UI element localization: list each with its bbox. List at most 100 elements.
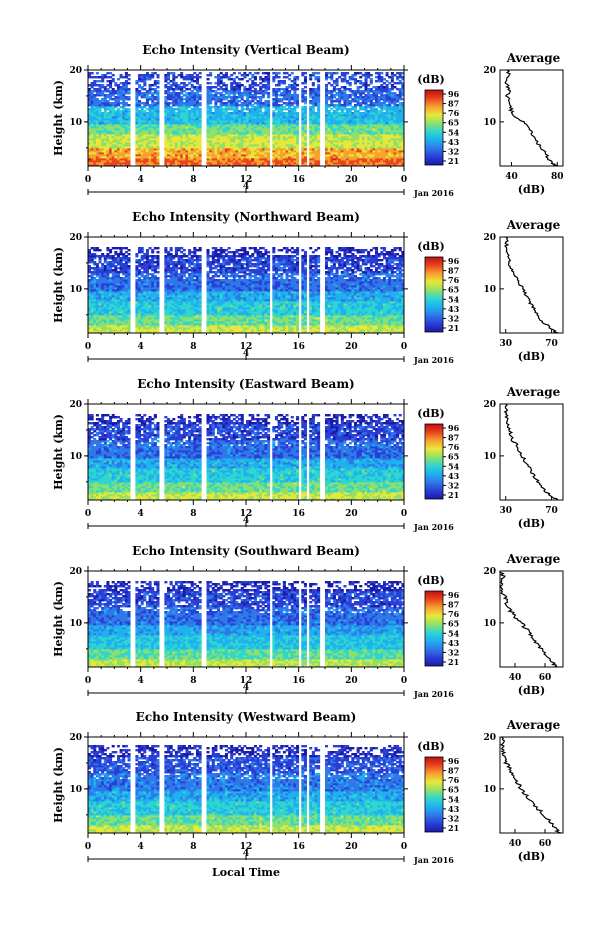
- heatmap-cell: [112, 98, 115, 100]
- heatmap-cell: [146, 112, 149, 114]
- heatmap-cell: [225, 102, 228, 104]
- heatmap-cell: [209, 86, 212, 88]
- heatmap-cell: [209, 106, 212, 108]
- heatmap-cell: [188, 82, 191, 84]
- heatmap-cell: [257, 90, 260, 92]
- heatmap-cell: [117, 78, 120, 80]
- heatmap-cell: [351, 90, 354, 92]
- heatmap-cell: [343, 72, 346, 74]
- heatmap-cell: [106, 72, 109, 74]
- heatmap-cell: [343, 86, 346, 88]
- heatmap-cell: [328, 110, 331, 112]
- heatmap-cell: [378, 110, 381, 112]
- heatmap-cell: [386, 72, 389, 74]
- heatmap-cell: [304, 86, 307, 88]
- heatmap-cell: [241, 74, 244, 76]
- heatmap-cell: [354, 72, 357, 74]
- heatmap-cell: [104, 265, 107, 267]
- heatmap-cell: [120, 74, 123, 76]
- heatmap-cell: [251, 74, 254, 76]
- heatmap-cell: [291, 108, 294, 110]
- heatmap-cell: [138, 74, 141, 76]
- heatmap-cell: [120, 82, 123, 84]
- heatmap-cell: [106, 94, 109, 96]
- heatmap-cell: [333, 86, 336, 88]
- heatmap-cell: [183, 76, 186, 78]
- heatmap-cell: [275, 88, 278, 90]
- heatmap-cell: [225, 84, 228, 86]
- heatmap-cell: [333, 80, 336, 82]
- heatmap-cell: [114, 82, 117, 84]
- heatmap-cell: [185, 92, 188, 94]
- heatmap-cell: [383, 82, 386, 84]
- heatmap-cell: [191, 74, 194, 76]
- heatmap-cell: [246, 74, 249, 76]
- date-label: Jan 2016: [413, 188, 454, 198]
- heatmap-cell: [278, 80, 281, 82]
- heatmap-cell: [375, 86, 378, 88]
- heatmap-cell: [104, 255, 107, 257]
- heatmap-cell: [349, 108, 352, 110]
- heatmap-cell: [259, 96, 262, 98]
- heatmap-cell: [359, 80, 362, 82]
- heatmap-cell: [328, 72, 331, 74]
- heatmap-cell: [380, 84, 383, 86]
- heatmap-cell: [304, 76, 307, 78]
- heatmap-cell: [138, 90, 141, 92]
- heatmap-cell: [99, 249, 102, 251]
- heatmap-cell: [349, 76, 352, 78]
- heatmap-cell: [254, 88, 257, 90]
- colorbar-tick-label: 65: [448, 118, 459, 128]
- x-tick-label: 20: [345, 175, 358, 185]
- heatmap-cell: [264, 76, 267, 78]
- heatmap-cell: [164, 90, 167, 92]
- profile-x-tick-label: 40: [505, 172, 518, 182]
- heatmap-cell: [388, 88, 391, 90]
- heatmap-cell: [357, 96, 360, 98]
- colorbar-tick-label: 32: [448, 146, 459, 156]
- heatmap-cell: [249, 100, 252, 102]
- heatmap-cell: [312, 88, 315, 90]
- heatmap-cell: [333, 104, 336, 106]
- heatmap-cell: [278, 98, 281, 100]
- heatmap-cell: [241, 78, 244, 80]
- heatmap-cell: [156, 90, 159, 92]
- heatmap-cell: [233, 78, 236, 80]
- heatmap-cell: [112, 102, 115, 104]
- heatmap-cell: [383, 112, 386, 114]
- heatmap-cell: [262, 112, 265, 114]
- heatmap-cell: [191, 84, 194, 86]
- heatmap-cell: [178, 92, 181, 94]
- profile-frame: [500, 70, 563, 166]
- heatmap-cell: [386, 80, 389, 82]
- heatmap-cell: [341, 78, 344, 80]
- heatmap-cell: [257, 96, 260, 98]
- heatmap-cell: [188, 110, 191, 112]
- heatmap-cell: [96, 255, 99, 257]
- heatmap-cell: [112, 247, 115, 249]
- heatmap-cell: [222, 74, 225, 76]
- heatmap-cell: [296, 94, 299, 96]
- heatmap-cell: [120, 102, 123, 104]
- heatmap-cell: [288, 84, 291, 86]
- heatmap-cell: [399, 72, 402, 74]
- heatmap-cell: [267, 72, 270, 74]
- heatmap-cell: [101, 112, 104, 114]
- heatmap-cell: [135, 88, 138, 90]
- heatmap-cell: [93, 88, 96, 90]
- heatmap-cell: [346, 80, 349, 82]
- heatmap-cell: [264, 72, 267, 74]
- heatmap-cell: [283, 102, 286, 104]
- colorbar-tick-label: 96: [448, 89, 460, 99]
- panel-2: Echo Intensity (Northward Beam)1020Heigh…: [52, 210, 563, 365]
- heatmap-cell: [375, 108, 378, 110]
- heatmap-cell: [154, 80, 157, 82]
- heatmap-cell: [149, 84, 152, 86]
- x-tick-label: 0: [401, 175, 407, 185]
- heatmap-cell: [106, 80, 109, 82]
- date-tick-label: 4: [243, 182, 249, 192]
- heatmap-cell: [228, 112, 231, 114]
- heatmap-cell: [262, 90, 265, 92]
- heatmap-cell: [309, 74, 312, 76]
- heatmap-cell: [164, 74, 167, 76]
